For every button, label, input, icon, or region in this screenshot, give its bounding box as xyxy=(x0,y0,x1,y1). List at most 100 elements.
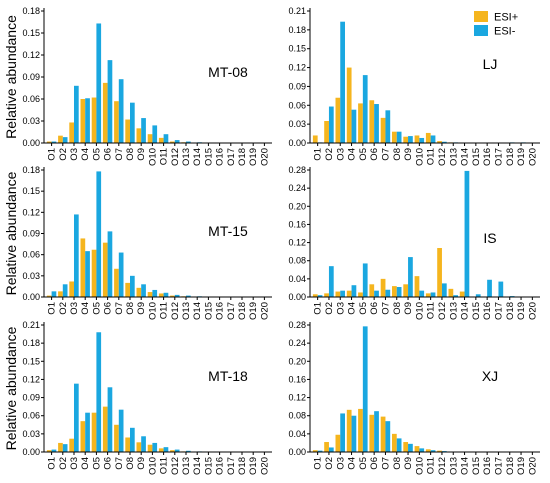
x-tick-label: O9 xyxy=(136,148,147,161)
y-tick-label: 0.12 xyxy=(288,238,306,248)
x-tick-label: O9 xyxy=(136,457,147,470)
x-tick-label: O19 xyxy=(248,302,259,320)
x-tick-label: O14 xyxy=(192,457,203,475)
bar-esi-minus xyxy=(362,263,368,297)
x-tick-label: O8 xyxy=(125,302,136,315)
x-tick-label: O16 xyxy=(482,148,493,166)
bar-esi-plus xyxy=(369,414,375,452)
x-tick-label: O1 xyxy=(47,302,58,315)
bar-esi-minus xyxy=(453,295,458,297)
x-tick-label: O7 xyxy=(380,457,391,470)
x-tick-label: O17 xyxy=(226,148,237,166)
bar-esi-minus xyxy=(340,413,345,452)
bar-esi-plus xyxy=(46,450,52,452)
x-tick-label: O11 xyxy=(426,148,437,165)
x-tick-label: O20 xyxy=(527,457,538,475)
bar-esi-plus xyxy=(392,286,397,297)
y-tick-label: 0.00 xyxy=(22,447,40,457)
bar-esi-plus xyxy=(335,291,341,297)
bar-esi-minus xyxy=(62,137,68,143)
bar-esi-minus xyxy=(396,131,402,143)
bar-esi-minus xyxy=(118,79,124,143)
bar-esi-minus xyxy=(430,292,436,297)
y-tick-label: 0.15 xyxy=(288,44,306,54)
x-tick-label: O19 xyxy=(516,457,527,475)
x-tick-label: O17 xyxy=(226,457,237,475)
bar-esi-minus xyxy=(85,412,90,452)
y-tick-label: 0.20 xyxy=(288,356,306,366)
bar-esi-plus xyxy=(358,292,363,297)
bar-esi-minus xyxy=(163,292,169,297)
x-tick-label: O1 xyxy=(47,457,58,470)
x-tick-label: O9 xyxy=(403,148,414,161)
bar-esi-minus xyxy=(430,135,436,143)
y-tick-label: 0.00 xyxy=(22,292,40,302)
x-tick-label: O6 xyxy=(369,302,380,315)
x-tick-label: O15 xyxy=(203,457,214,475)
bar-esi-plus xyxy=(170,450,175,452)
bar-esi-minus xyxy=(419,290,425,297)
x-tick-label: O13 xyxy=(181,302,192,320)
x-tick-label: O8 xyxy=(392,148,403,161)
bar-esi-plus xyxy=(170,141,175,143)
y-tick-label: 0.12 xyxy=(22,374,40,384)
bar-esi-plus xyxy=(91,97,97,143)
panel-mt-18: 0.00 0.03 0.06 0.09 0.12 0.15 0.18 0.21 O1 O2 O3 O4… xyxy=(3,320,272,475)
x-tick-label: O1 xyxy=(313,148,324,161)
y-tick-label: 0.12 xyxy=(22,50,40,60)
bar-esi-minus xyxy=(130,427,135,452)
bar-esi-plus xyxy=(136,128,142,143)
y-tick-label: 0.00 xyxy=(288,292,306,302)
bar-esi-plus xyxy=(414,276,420,297)
x-tick-label: O6 xyxy=(103,302,114,315)
bar-esi-plus xyxy=(125,437,130,452)
x-tick-label: O18 xyxy=(237,302,248,320)
bar-esi-minus xyxy=(85,98,90,143)
x-tick-label: O18 xyxy=(237,457,248,475)
x-tick-label: O1 xyxy=(313,302,324,315)
x-tick-label: O6 xyxy=(369,148,380,161)
y-tick-label: 0.06 xyxy=(22,250,40,260)
bar-esi-plus xyxy=(369,284,375,297)
bar-esi-minus xyxy=(130,275,135,297)
y-tick-label: 0.28 xyxy=(288,165,306,175)
bar-esi-plus xyxy=(58,442,63,452)
x-tick-label: O4 xyxy=(347,148,358,161)
x-tick-label: O2 xyxy=(58,457,69,470)
bar-esi-minus xyxy=(328,106,334,143)
bar-esi-minus xyxy=(96,171,102,297)
bar-esi-minus xyxy=(174,294,180,297)
bar-esi-plus xyxy=(403,442,409,452)
bar-esi-minus xyxy=(130,102,135,143)
bar-esi-plus xyxy=(170,295,175,297)
x-tick-label: O19 xyxy=(516,302,527,320)
bar-esi-minus xyxy=(408,257,413,297)
bar-esi-plus xyxy=(147,444,153,452)
bar-esi-minus xyxy=(328,266,334,297)
bar-esi-plus xyxy=(380,416,386,452)
x-tick-label: O13 xyxy=(448,302,459,320)
x-tick-label: O13 xyxy=(181,457,192,475)
bar-esi-plus xyxy=(335,434,341,452)
x-tick-label: O8 xyxy=(125,148,136,161)
bar-esi-minus xyxy=(107,60,113,143)
x-tick-label: O13 xyxy=(181,148,192,166)
x-tick-label: O14 xyxy=(460,457,471,475)
bar-esi-plus xyxy=(80,421,86,452)
x-tick-label: O5 xyxy=(358,457,369,470)
bar-esi-minus xyxy=(441,283,447,297)
x-tick-label: O20 xyxy=(259,148,270,166)
x-tick-label: O8 xyxy=(125,457,136,470)
bar-esi-minus xyxy=(441,141,447,143)
bar-esi-minus xyxy=(96,332,102,452)
y-axis-title: Relative abundance xyxy=(3,15,19,139)
x-tick-label: O16 xyxy=(482,302,493,320)
panel-lj: 0.00 0.03 0.06 0.09 0.12 0.15 0.18 0.21 O1 O2 O3 O4… xyxy=(288,6,540,166)
x-tick-label: O9 xyxy=(403,302,414,315)
y-axis-title: Relative abundance xyxy=(3,326,19,450)
bar-esi-plus xyxy=(414,135,420,143)
legend-label: ESI+ xyxy=(494,12,518,24)
y-tick-label: 0.03 xyxy=(288,119,306,129)
bar-esi-plus xyxy=(392,131,397,143)
bar-esi-minus xyxy=(498,281,504,297)
